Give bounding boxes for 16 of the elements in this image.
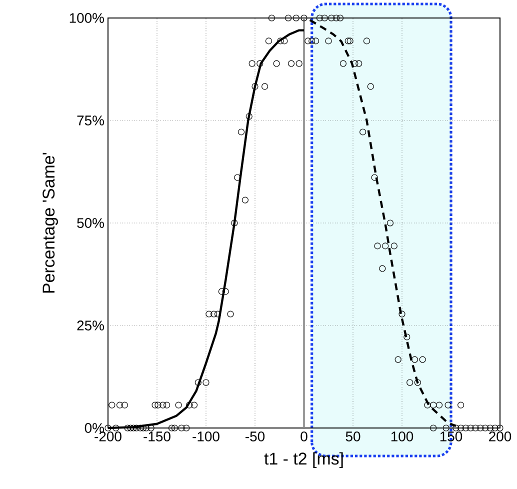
x-tick-label: 50 xyxy=(346,432,360,442)
y-tick-label: 0% xyxy=(84,423,104,433)
x-tick-label: -100 xyxy=(192,432,220,442)
x-tick-label: 0 xyxy=(300,432,308,442)
y-axis-title: Percentage 'Same' xyxy=(42,152,58,293)
x-tick-label: -200 xyxy=(94,432,122,442)
y-tick-label: 25% xyxy=(77,320,104,330)
x-tick-label: 150 xyxy=(440,432,462,442)
x-axis-title: t1 - t2 [ms] xyxy=(264,452,343,468)
x-tick-label: 100 xyxy=(391,432,414,442)
y-tick-label: 75% xyxy=(77,116,104,126)
x-tick-label: 200 xyxy=(489,432,512,442)
x-tick-label: -50 xyxy=(246,432,265,442)
y-tick-label: 100% xyxy=(70,13,104,23)
y-tick-label: 50% xyxy=(77,218,104,228)
x-tick-label: -150 xyxy=(144,432,170,442)
